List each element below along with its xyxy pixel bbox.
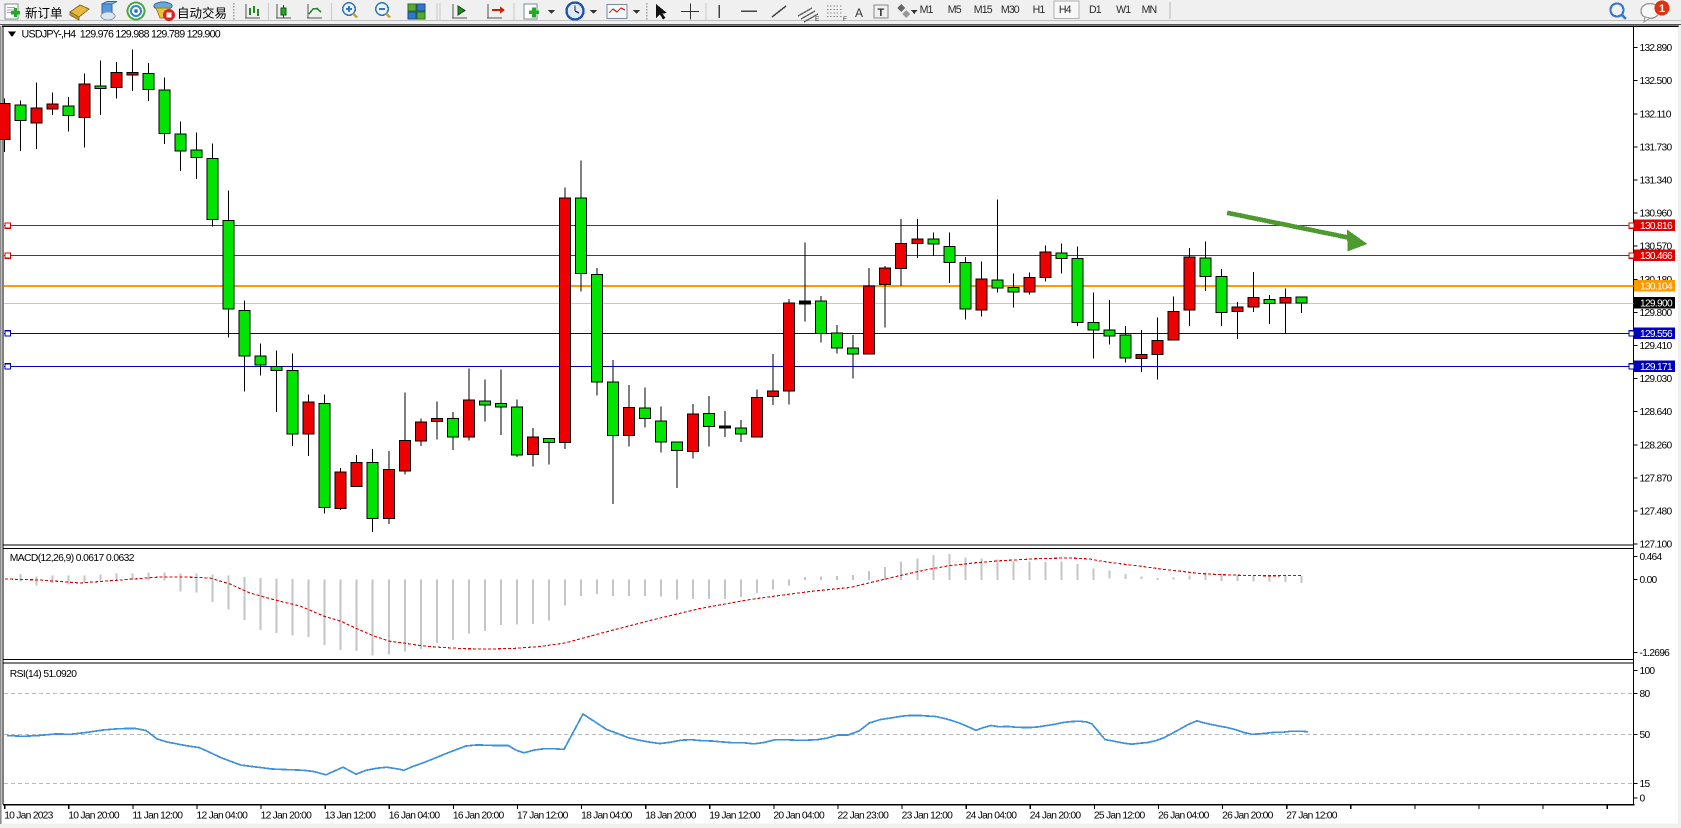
svg-text:127.870: 127.870 [1640, 473, 1673, 484]
svg-text:130.466: 130.466 [1640, 251, 1673, 262]
svg-text:13 Jan 12:00: 13 Jan 12:00 [325, 810, 377, 821]
svg-text:W1: W1 [1116, 4, 1131, 16]
svg-text:100: 100 [1640, 666, 1656, 677]
svg-text:10 Jan 2023: 10 Jan 2023 [4, 810, 53, 821]
svg-text:130.570: 130.570 [1640, 242, 1673, 253]
svg-text:USDJPY-,H4 129.976 129.988 12: USDJPY-,H4 129.976 129.988 129.789 129.9… [22, 29, 221, 41]
svg-text:M1: M1 [920, 4, 934, 16]
svg-text:M30: M30 [1001, 4, 1020, 16]
svg-text:25 Jan 12:00: 25 Jan 12:00 [1094, 810, 1146, 821]
svg-text:F: F [843, 16, 847, 23]
svg-text:16 Jan 20:00: 16 Jan 20:00 [453, 810, 505, 821]
svg-text:M5: M5 [948, 4, 962, 16]
svg-text:18 Jan 04:00: 18 Jan 04:00 [581, 810, 633, 821]
svg-text:24 Jan 20:00: 24 Jan 20:00 [1030, 810, 1082, 821]
svg-text:129.800: 129.800 [1640, 308, 1673, 319]
svg-text:130.104: 130.104 [1640, 282, 1673, 293]
svg-text:MACD(12,26,9) 0.0617 0.0632: MACD(12,26,9) 0.0617 0.0632 [10, 553, 135, 564]
svg-text:127.100: 127.100 [1640, 540, 1673, 551]
svg-text:MN: MN [1142, 4, 1157, 16]
svg-text:16 Jan 04:00: 16 Jan 04:00 [389, 810, 441, 821]
svg-text:129.900: 129.900 [1640, 299, 1673, 310]
svg-text:132.500: 132.500 [1640, 76, 1673, 87]
svg-text:A: A [855, 6, 863, 20]
svg-text:128.260: 128.260 [1640, 440, 1673, 451]
svg-text:H1: H1 [1033, 4, 1046, 16]
svg-text:131.340: 131.340 [1640, 176, 1673, 187]
svg-text:1: 1 [1659, 3, 1665, 15]
svg-text:M15: M15 [974, 4, 993, 16]
svg-text:129.171: 129.171 [1640, 362, 1673, 373]
svg-text:23 Jan 12:00: 23 Jan 12:00 [902, 810, 954, 821]
svg-text:27 Jan 12:00: 27 Jan 12:00 [1286, 810, 1338, 821]
svg-text:0.00: 0.00 [1640, 575, 1658, 586]
svg-text:131.730: 131.730 [1640, 142, 1673, 153]
svg-text:17 Jan 12:00: 17 Jan 12:00 [517, 810, 569, 821]
svg-text:H4: H4 [1059, 4, 1072, 16]
svg-text:26 Jan 20:00: 26 Jan 20:00 [1222, 810, 1274, 821]
svg-text:自动交易: 自动交易 [177, 6, 227, 21]
svg-text:130.816: 130.816 [1640, 221, 1673, 232]
svg-text:RSI(14) 51.0920: RSI(14) 51.0920 [10, 669, 77, 680]
svg-text:132.110: 132.110 [1640, 109, 1672, 120]
svg-text:128.640: 128.640 [1640, 407, 1673, 418]
svg-text:12 Jan 20:00: 12 Jan 20:00 [261, 810, 313, 821]
svg-text:26 Jan 04:00: 26 Jan 04:00 [1158, 810, 1210, 821]
svg-text:12 Jan 04:00: 12 Jan 04:00 [197, 810, 249, 821]
svg-text:127.480: 127.480 [1640, 507, 1673, 518]
svg-text:11 Jan 12:00: 11 Jan 12:00 [132, 810, 183, 821]
svg-text:-1.2696: -1.2696 [1640, 648, 1671, 659]
svg-text:50: 50 [1640, 730, 1651, 741]
svg-text:D1: D1 [1089, 4, 1102, 16]
svg-text:0: 0 [1640, 793, 1646, 804]
svg-text:10 Jan 20:00: 10 Jan 20:00 [68, 810, 120, 821]
svg-text:20 Jan 04:00: 20 Jan 04:00 [773, 810, 825, 821]
svg-text:129.556: 129.556 [1640, 329, 1673, 340]
svg-text:0.464: 0.464 [1640, 552, 1663, 563]
svg-text:19 Jan 12:00: 19 Jan 12:00 [709, 810, 761, 821]
svg-text:15: 15 [1640, 779, 1651, 790]
svg-text:T: T [878, 7, 885, 19]
svg-text:18 Jan 20:00: 18 Jan 20:00 [645, 810, 697, 821]
svg-text:132.890: 132.890 [1640, 43, 1673, 54]
svg-text:24 Jan 04:00: 24 Jan 04:00 [966, 810, 1018, 821]
svg-text:22 Jan 23:00: 22 Jan 23:00 [838, 810, 890, 821]
svg-text:130.960: 130.960 [1640, 209, 1673, 220]
svg-text:80: 80 [1640, 689, 1651, 700]
svg-text:129.410: 129.410 [1640, 341, 1673, 352]
svg-text:E: E [815, 16, 820, 23]
svg-text:新订单: 新订单 [25, 6, 63, 21]
svg-text:129.030: 129.030 [1640, 374, 1673, 385]
